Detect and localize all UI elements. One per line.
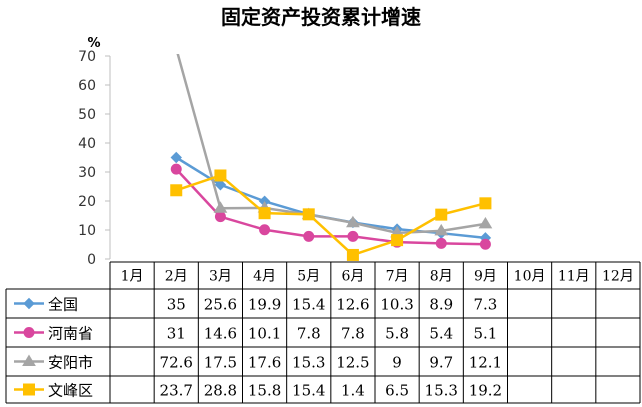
series-point	[434, 223, 449, 236]
series-point	[258, 207, 271, 220]
table-cell: 5.4	[429, 325, 453, 343]
category-label: 8月	[430, 269, 453, 285]
legend-marker	[23, 297, 35, 310]
series-point	[214, 179, 227, 191]
series-point	[303, 230, 315, 242]
y-axis: 0 10 20 30 40 50 60 70	[78, 49, 111, 268]
legend-label: 文峰区	[48, 382, 93, 400]
table-cell: 19.2	[469, 382, 502, 400]
y-axis-unit: %	[87, 36, 100, 51]
table-cell: 7.8	[341, 325, 365, 343]
category-label: 2月	[165, 269, 188, 285]
category-label: 4月	[253, 269, 276, 285]
legend-label: 全国	[48, 296, 78, 314]
series-point	[435, 208, 448, 221]
table-cell: 17.5	[204, 354, 237, 372]
category-label: 10月	[514, 269, 546, 285]
table-cell: 6.5	[385, 382, 409, 400]
legend-marker	[23, 383, 35, 396]
series-line	[175, 168, 486, 246]
table-cell: 14.6	[204, 325, 237, 343]
category-label: 5月	[297, 269, 320, 285]
series-point	[435, 237, 447, 249]
legend-label: 河南省	[48, 325, 93, 343]
series-line	[175, 174, 486, 257]
table-cell: 31	[167, 325, 186, 343]
table-cell: 15.3	[292, 354, 325, 372]
table-cell: 7.3	[473, 296, 497, 314]
series-point	[302, 208, 315, 221]
table-cell: 5.1	[473, 325, 497, 343]
table-cell: 10.1	[248, 325, 281, 343]
y-tick-label: 50	[78, 107, 96, 123]
table-cell: 25.6	[204, 296, 237, 314]
category-label: 12月	[602, 269, 634, 285]
y-tick-label: 20	[78, 194, 96, 210]
series-point	[346, 215, 360, 228]
plot-area	[170, 54, 493, 261]
y-tick-label: 0	[87, 252, 96, 268]
chart-title: 固定资产投资累计增速	[221, 5, 421, 29]
category-label: 9月	[474, 269, 497, 285]
table-cell: 35	[167, 296, 186, 314]
table-cell: 17.6	[248, 354, 281, 372]
series-point	[170, 184, 183, 197]
series-point	[170, 163, 182, 175]
table-cell: 7.8	[297, 325, 321, 343]
table-cell: 19.9	[248, 296, 281, 314]
table-cell: 10.3	[380, 296, 413, 314]
table-cell: 15.4	[292, 296, 325, 314]
table-cell: 12.1	[469, 354, 502, 372]
y-tick-label: 40	[78, 136, 96, 152]
category-label: 6月	[341, 269, 364, 285]
table-cell: 23.7	[160, 382, 193, 400]
table-cell: 12.5	[336, 354, 369, 372]
category-label: 1月	[121, 269, 144, 285]
y-tick-label: 70	[78, 49, 96, 65]
y-tick-label: 60	[78, 78, 96, 94]
series-point	[214, 169, 227, 182]
category-label: 3月	[209, 269, 232, 285]
series-4	[170, 169, 492, 261]
series-point	[391, 234, 404, 247]
table-cell: 15.8	[248, 382, 281, 400]
series-point	[346, 248, 359, 261]
table-cell: 9	[392, 354, 402, 372]
table-cell: 5.8	[385, 325, 409, 343]
legend-marker	[22, 354, 36, 366]
table-cell: 9.7	[429, 354, 453, 372]
table-cell: 8.9	[429, 296, 453, 314]
table-cell: 12.6	[336, 296, 369, 314]
series-point	[479, 197, 492, 210]
series-point	[478, 216, 493, 229]
table-cell: 1.4	[341, 382, 365, 400]
series-point	[213, 201, 228, 213]
table-cell: 15.4	[292, 382, 325, 400]
series-point	[214, 211, 226, 223]
table-cell: 28.8	[204, 382, 237, 400]
series-2	[170, 163, 491, 250]
category-label: 11月	[558, 269, 590, 285]
y-tick-label: 30	[78, 165, 96, 181]
table-cell: 72.6	[160, 354, 193, 372]
series-line	[176, 54, 486, 235]
series-point	[170, 151, 182, 164]
series-point	[479, 238, 491, 250]
legend-marker	[23, 327, 35, 338]
category-label: 7月	[386, 269, 409, 285]
legend-label: 安阳市	[48, 354, 93, 372]
series-point	[259, 224, 271, 236]
table-cell: 15.3	[425, 382, 458, 400]
y-tick-label: 10	[78, 223, 96, 239]
series-point	[347, 230, 359, 242]
